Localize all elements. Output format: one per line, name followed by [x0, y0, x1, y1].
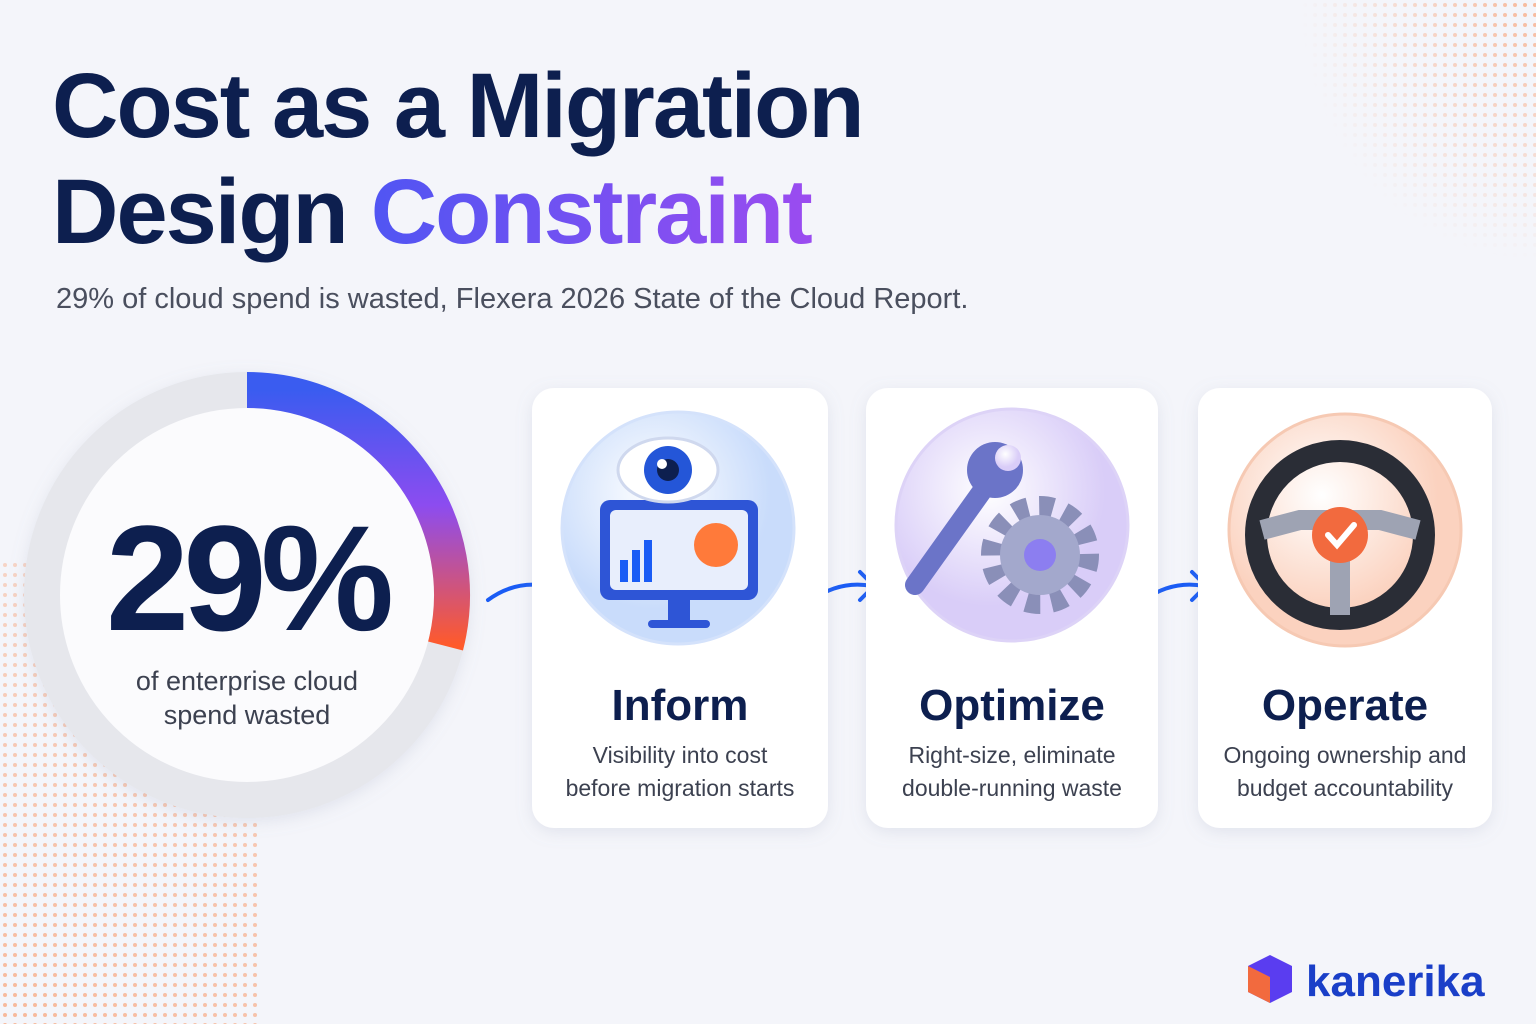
step-desc: Right-size, eliminate	[908, 742, 1115, 768]
wheel-hub	[1312, 507, 1368, 563]
title-line2: Design Constraint	[52, 161, 812, 263]
wheel	[1245, 440, 1435, 630]
step-title: Inform	[612, 681, 749, 730]
logo-text: kanerika	[1306, 957, 1485, 1006]
step-desc: Ongoing ownership and	[1224, 742, 1467, 768]
step-desc: double-running waste	[902, 775, 1122, 801]
donut: 29% of enterprise cloud spend wasted	[24, 372, 470, 818]
step-title: Optimize	[919, 681, 1105, 730]
icon-circle	[894, 407, 1130, 643]
subtitle: 29% of cloud spend is wasted, Flexera 20…	[56, 283, 968, 315]
logo: kanerika	[1248, 955, 1485, 1006]
card: Optimize Right-size, eliminate double-ru…	[866, 388, 1158, 828]
title-start: Design	[52, 161, 347, 263]
title-highlight: Constraint	[371, 161, 812, 263]
stat-caption: spend wasted	[164, 700, 331, 730]
gear	[981, 496, 1099, 614]
card: Inform Visibility into cost before migra…	[532, 388, 828, 828]
stat-caption: of enterprise cloud	[136, 666, 358, 696]
donut-arc	[246, 372, 470, 651]
card: Operate Ongoing ownership and budget acc…	[1198, 388, 1492, 828]
pie-icon	[694, 523, 738, 567]
step-desc: budget accountability	[1237, 775, 1454, 801]
step-desc: Visibility into cost	[593, 742, 768, 768]
step-title: Operate	[1262, 681, 1428, 730]
title-line1: Cost as a Migration	[52, 55, 863, 157]
stat-value: 29%	[106, 494, 391, 662]
step-desc: before migration starts	[566, 775, 795, 801]
wrench	[905, 470, 1000, 595]
dots-decor	[1300, 0, 1536, 260]
